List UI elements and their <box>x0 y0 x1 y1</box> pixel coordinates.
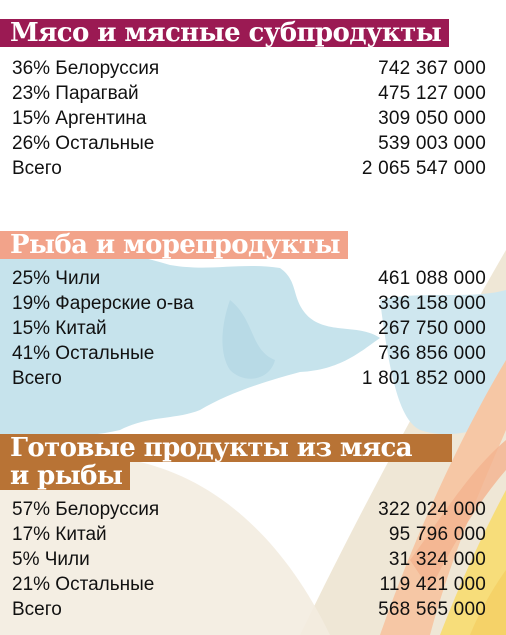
table-row: 15% Аргентина 309 050 000 <box>12 106 486 131</box>
table-row: 21% Остальные 119 421 000 <box>12 572 486 597</box>
row-value: 736 856 000 <box>378 343 486 364</box>
row-label: 17% Китай <box>12 524 107 545</box>
row-label: Всего <box>12 599 62 620</box>
row-value: 95 796 000 <box>388 524 486 545</box>
row-label: 21% Остальные <box>12 574 155 595</box>
row-value: 2 065 547 000 <box>361 158 486 179</box>
row-label: 15% Аргентина <box>12 108 147 129</box>
table-row-total: Всего 1 801 852 000 <box>12 366 486 391</box>
row-value: 31 324 000 <box>388 549 486 570</box>
table-row: 41% Остальные 736 856 000 <box>12 341 486 366</box>
row-label: 41% Остальные <box>12 343 155 364</box>
row-value: 336 158 000 <box>378 293 486 314</box>
table-row: 19% Фарерские о-ва 336 158 000 <box>12 291 486 316</box>
table-row: 23% Парагвай 475 127 000 <box>12 81 486 106</box>
section-title-ready-products: Готовые продукты из мяса <box>0 434 452 462</box>
row-value: 539 003 000 <box>378 133 486 154</box>
row-value: 309 050 000 <box>378 108 486 129</box>
row-label: 26% Остальные <box>12 133 155 154</box>
table-row: 57% Белоруссия 322 024 000 <box>12 497 486 522</box>
meat-rows: 36% Белоруссия 742 367 000 23% Парагвай 47… <box>12 56 486 181</box>
section-ready-products: Готовые продукты из мяса и рыбы 57% Бело… <box>0 434 506 620</box>
section-fish: Рыба и морепродукты 25% Чили 461 088 000 … <box>0 231 506 389</box>
table-row: 17% Китай 95 796 000 <box>12 522 486 547</box>
section-meat: Мясо и мясные субпродукты 36% Белоруссия… <box>0 18 506 179</box>
section-title-ready-products-line2: и рыбы <box>0 461 131 491</box>
row-value: 461 088 000 <box>378 268 486 289</box>
table-row: 36% Белоруссия 742 367 000 <box>12 56 486 81</box>
table-row: 26% Остальные 539 003 000 <box>12 131 486 156</box>
row-label: 23% Парагвай <box>12 83 139 104</box>
ready-products-rows: 57% Белоруссия 322 024 000 17% Китай 95 79… <box>12 497 486 622</box>
table-row-total: Всего 568 565 000 <box>12 597 486 622</box>
row-value: 475 127 000 <box>378 83 486 104</box>
section-title-line: Мясо и мясные субпродукты <box>10 18 442 48</box>
row-label: 19% Фарерские о-ва <box>12 293 194 314</box>
fish-rows: 25% Чили 461 088 000 19% Фарерские о-ва 33… <box>12 266 486 391</box>
section-title-line: и рыбы <box>10 461 123 491</box>
table-row: 15% Китай 267 750 000 <box>12 316 486 341</box>
table-row: 25% Чили 461 088 000 <box>12 266 486 291</box>
row-label: 15% Китай <box>12 318 107 339</box>
row-value: 568 565 000 <box>378 599 486 620</box>
row-label: Всего <box>12 368 62 389</box>
section-title-meat: Мясо и мясные субпродукты <box>0 18 450 48</box>
row-value: 322 024 000 <box>378 499 486 520</box>
row-label: 25% Чили <box>12 268 101 289</box>
row-label: 36% Белоруссия <box>12 58 160 79</box>
row-value: 119 421 000 <box>379 574 486 595</box>
section-title-fish: Рыба и морепродукты <box>0 231 348 259</box>
row-label: Всего <box>12 158 62 179</box>
row-value: 1 801 852 000 <box>361 368 486 389</box>
table-row-total: Всего 2 065 547 000 <box>12 156 486 181</box>
row-value: 267 750 000 <box>378 318 486 339</box>
row-label: 57% Белоруссия <box>12 499 160 520</box>
table-row: 5% Чили 31 324 000 <box>12 547 486 572</box>
row-label: 5% Чили <box>12 549 90 570</box>
section-title-line: Готовые продукты из мяса <box>10 433 413 463</box>
row-value: 742 367 000 <box>378 58 486 79</box>
section-title-line: Рыба и морепродукты <box>10 230 341 260</box>
